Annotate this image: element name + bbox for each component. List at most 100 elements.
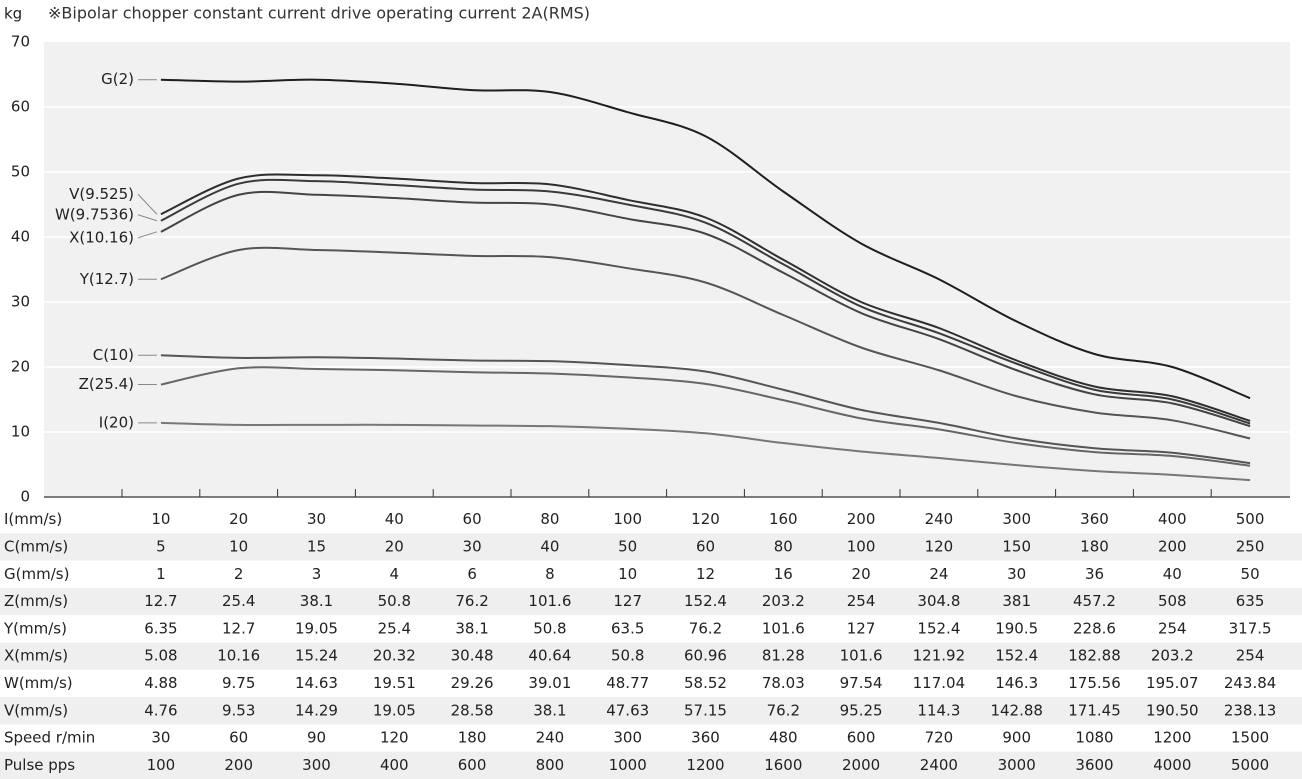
table-cell: 254	[1158, 619, 1187, 637]
table-cell: 228.6	[1073, 619, 1116, 637]
table-cell: 10.16	[217, 647, 260, 665]
table-row-background	[0, 533, 1302, 561]
table-cell: 3	[312, 565, 322, 583]
row-header: Y(mm/s)	[3, 619, 67, 637]
table-cell: 1080	[1075, 729, 1113, 747]
y-axis-label: kg	[4, 5, 22, 23]
table-cell: 101.6	[840, 647, 883, 665]
table-cell: 4.88	[144, 674, 177, 692]
table-cell: 50	[618, 537, 637, 555]
table-cell: 19.05	[373, 701, 416, 719]
series-label: Y(12.7)	[79, 270, 134, 288]
table-cell: 40	[540, 537, 559, 555]
y-tick-label: 10	[11, 423, 30, 441]
table-cell: 2000	[842, 756, 880, 774]
table-cell: 2	[234, 565, 244, 583]
table-cell: 146.3	[995, 674, 1038, 692]
table-cell: 58.52	[684, 674, 727, 692]
table-cell: 3600	[1075, 756, 1113, 774]
table-cell: 240	[536, 729, 565, 747]
table-cell: 97.54	[840, 674, 883, 692]
table-cell: 5	[156, 537, 166, 555]
table-cell: 40	[385, 510, 404, 528]
series-line	[160, 246, 1251, 440]
table-cell: 57.15	[684, 701, 727, 719]
table-cell: 171.45	[1068, 701, 1121, 719]
table-cell: 120	[691, 510, 720, 528]
table-cell: 304.8	[917, 592, 960, 610]
table-cell: 81.28	[762, 647, 805, 665]
table-cell: 240	[925, 510, 954, 528]
table-cell: 100	[613, 510, 642, 528]
table-cell: 4	[390, 565, 400, 583]
table-cell: 12	[696, 565, 715, 583]
table-cell: 200	[1158, 537, 1187, 555]
table-cell: 200	[224, 756, 253, 774]
table-cell: 150	[1002, 537, 1031, 555]
table-cell: 175.56	[1068, 674, 1121, 692]
table-cell: 180	[458, 729, 487, 747]
table-cell: 9.53	[222, 701, 255, 719]
table-cell: 76.2	[455, 592, 488, 610]
table-cell: 40.64	[528, 647, 571, 665]
table-cell: 152.4	[995, 647, 1038, 665]
table-cell: 29.26	[451, 674, 494, 692]
table-cell: 101.6	[528, 592, 571, 610]
table-cell: 100	[147, 756, 176, 774]
row-header: I(mm/s)	[4, 510, 62, 528]
table-row-background	[0, 751, 1302, 779]
table-cell: 80	[540, 510, 559, 528]
y-tick-label: 50	[11, 163, 30, 181]
y-tick-label: 70	[11, 33, 30, 51]
table-cell: 80	[774, 537, 793, 555]
table-cell: 60	[463, 510, 482, 528]
series-line	[160, 366, 1251, 467]
table-cell: 360	[1080, 510, 1109, 528]
table-cell: 5000	[1231, 756, 1269, 774]
table-cell: 20	[385, 537, 404, 555]
table-cell: 20	[852, 565, 871, 583]
table-cell: 10	[229, 537, 248, 555]
table-cell: 117.04	[913, 674, 966, 692]
table-cell: 127	[613, 592, 642, 610]
table-cell: 10	[151, 510, 170, 528]
table-cell: 48.77	[606, 674, 649, 692]
table-cell: 160	[769, 510, 798, 528]
table-cell: 250	[1236, 537, 1265, 555]
y-tick-label: 30	[11, 293, 30, 311]
table-cell: 4.76	[144, 701, 177, 719]
table-cell: 95.25	[840, 701, 883, 719]
table-cell: 47.63	[606, 701, 649, 719]
table-cell: 114.3	[917, 701, 960, 719]
table-cell: 1000	[609, 756, 647, 774]
table-cell: 1600	[764, 756, 802, 774]
table-cell: 30.48	[451, 647, 494, 665]
table-cell: 190.50	[1146, 701, 1199, 719]
table-cell: 3000	[998, 756, 1036, 774]
table-cell: 19.51	[373, 674, 416, 692]
plot-background	[44, 42, 1290, 497]
table-cell: 800	[536, 756, 565, 774]
table-cell: 101.6	[762, 619, 805, 637]
table-cell: 5.08	[144, 647, 177, 665]
series-label: W(9.7536)	[55, 205, 134, 223]
table-cell: 38.1	[300, 592, 333, 610]
series-line	[160, 78, 1251, 400]
table-cell: 16	[774, 565, 793, 583]
y-tick-label: 40	[11, 228, 30, 246]
table-cell: 2400	[920, 756, 958, 774]
table-cell: 60	[229, 729, 248, 747]
table-cell: 6	[467, 565, 477, 583]
table-cell: 238.13	[1224, 701, 1277, 719]
table-cell: 152.4	[684, 592, 727, 610]
table-cell: 78.03	[762, 674, 805, 692]
table-cell: 30	[151, 729, 170, 747]
table-cell: 300	[1002, 510, 1031, 528]
series-label: I(20)	[99, 413, 134, 431]
table-cell: 190.5	[995, 619, 1038, 637]
table-cell: 36	[1085, 565, 1104, 583]
table-cell: 120	[925, 537, 954, 555]
row-header: G(mm/s)	[4, 565, 69, 583]
table-cell: 182.88	[1068, 647, 1121, 665]
row-header: Speed r/min	[4, 729, 95, 747]
